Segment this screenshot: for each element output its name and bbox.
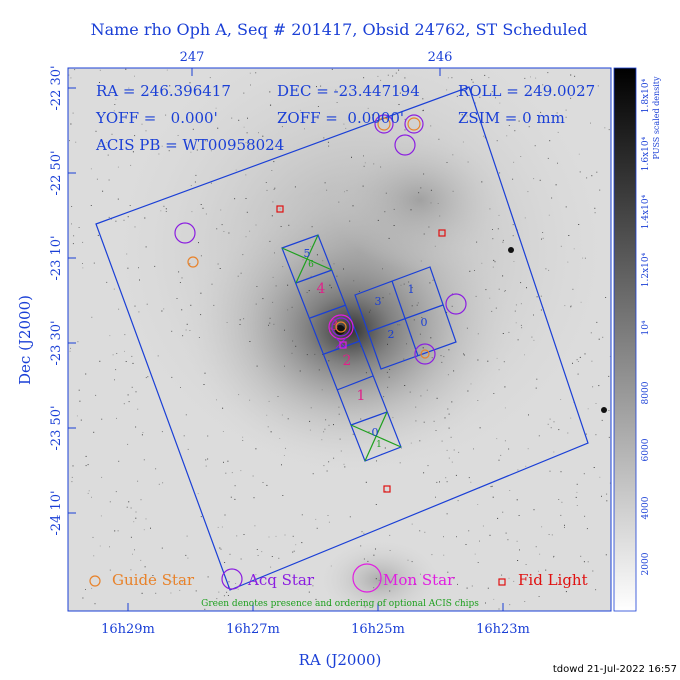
left-tick-label: -22 30' [49,65,64,110]
zoff-readout: ZOFF = 0.0000' [277,109,404,127]
dec-readout: DEC = -23.447194 [277,82,420,100]
info-block: RA = 246.396417 DEC = -23.447194 ROLL = … [95,82,595,154]
field-of-view-outline [95,86,589,591]
aimpoint-marker [339,341,347,349]
timestamp: tdowd 21-Jul-2022 16:57 [553,664,677,675]
acq-star-symbol [221,568,243,590]
legend-note: Green denotes presence and ordering of o… [201,599,479,609]
top-tick-label: 246 [428,50,453,65]
colorbar-label: PUSS scaled density [652,76,661,160]
bottom-tick-label: 16h27m [226,622,280,637]
pointing-marker [335,337,347,349]
sky-image [68,68,611,611]
left-tick-label: -24 10' [49,490,64,535]
colorbar-tick: 1.4x10⁴ [641,194,651,229]
colorbar-ticks: 2000 4000 6000 8000 10⁴ 1.2x10⁴ 1.4x10⁴ … [641,78,651,575]
colorbar-tick: 4000 [641,496,651,519]
top-tick-label: 247 [180,50,205,65]
left-tick-label: -23 10' [49,235,64,280]
chip-label-s5: 5 [304,247,311,260]
chip-label-s0: 0 [372,426,379,439]
legend-guide-star: Guide Star [112,571,195,589]
colorbar-tick: 1.8x10⁴ [641,78,651,113]
colorbar-tick: 1.6x10⁴ [641,136,651,171]
guide-star-symbol [89,575,101,587]
chip-label-i3: 3 [375,295,382,308]
yoff-readout: YOFF = 0.000' [95,109,218,127]
figure-title: Name rho Oph A, Seq # 201417, Obsid 2476… [91,20,588,39]
mon-star-symbol [352,563,382,593]
plot-frame [67,67,612,612]
chip-label-s4: 4 [317,281,326,297]
bottom-tick-label: 16h29m [101,622,155,637]
axis-ticks [68,68,504,611]
acis-i-chips [354,266,457,370]
guide-stars [187,117,430,359]
bottom-tick-label: 16h23m [476,622,530,637]
colorbar-tick: 8000 [641,381,651,404]
left-tick-label: -22 50' [49,150,64,195]
chip-label-i0: 0 [421,316,428,329]
chip-label-s2: 2 [343,353,352,369]
legend-mon-star: Mon Star [383,571,455,589]
legend-acq-star: Acq Star [247,571,315,589]
legend-fid-light: Fid Light [518,571,588,589]
ra-readout: RA = 246.396417 [96,82,231,100]
colorbar-tick: 1.2x10⁴ [641,252,651,287]
x-axis-label: RA (J2000) [299,651,382,669]
chip-label-s3: 3 [330,318,339,334]
y-axis-label: Dec (J2000) [16,295,34,385]
fid-lights [276,205,446,493]
roll-readout: ROLL = 249.0027 [458,82,595,100]
fid-light-symbol [498,578,506,586]
bottom-tick-label: 16h25m [351,622,405,637]
left-tick-label: -23 30' [49,320,64,365]
optional-chip-number: 1 [376,440,382,450]
legend: Guide Star Acq Star Mon Star Fid Light G… [89,563,588,609]
colorbar [613,67,637,612]
chip-label-i2: 2 [388,328,395,341]
optional-chip-number: 6 [308,260,314,270]
chip-labels: 5 4 3 2 1 0 3 1 2 0 [304,247,428,439]
acq-stars [174,114,467,365]
zsim-readout: ZSIM = 0 mm [458,109,565,127]
optional-chip-marks [281,234,402,462]
chip-label-i1: 1 [408,283,415,296]
mon-star-marker [328,314,354,340]
left-tick-label: -23 50' [49,405,64,450]
colorbar-tick: 10⁴ [641,320,651,335]
colorbar-tick: 2000 [641,552,651,575]
chip-label-s1: 1 [357,388,366,404]
colorbar-tick: 6000 [641,438,651,461]
acis-pb-readout: ACIS PB = WT00958024 [95,136,284,154]
